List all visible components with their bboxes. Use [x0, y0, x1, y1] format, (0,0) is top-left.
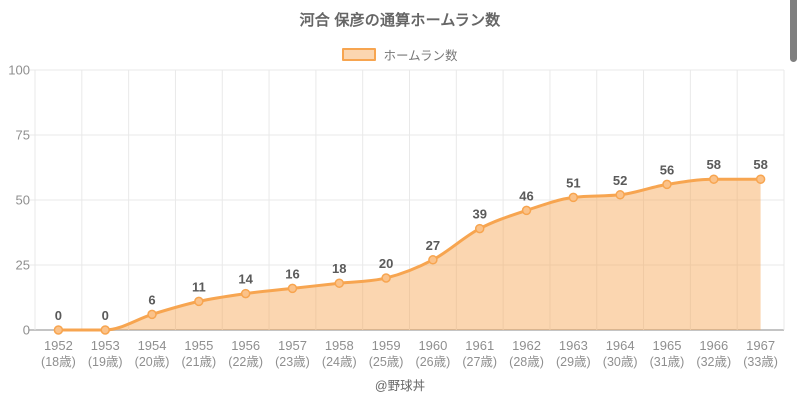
- data-point[interactable]: [287, 283, 298, 294]
- x-tick-year: 1957: [278, 338, 307, 353]
- series-line: [56, 177, 763, 332]
- y-tick-label: 25: [16, 258, 30, 273]
- data-point[interactable]: [53, 325, 64, 335]
- data-label: 0: [55, 308, 62, 323]
- legend-swatch-icon: [342, 48, 377, 61]
- x-tick-year: 1954: [138, 338, 167, 353]
- data-label: 18: [332, 261, 346, 276]
- x-tick-year: 1964: [606, 338, 635, 353]
- x-tick-age: (23歳): [275, 355, 310, 369]
- data-point[interactable]: [381, 273, 391, 283]
- data-point[interactable]: [568, 192, 579, 203]
- data-label: 16: [285, 266, 299, 281]
- x-tick-year: 1965: [653, 338, 682, 353]
- data-point[interactable]: [474, 223, 485, 234]
- x-tick-age: (26歳): [416, 355, 451, 369]
- data-point[interactable]: [194, 296, 204, 307]
- data-point[interactable]: [662, 179, 672, 190]
- x-tick-age: (33歳): [743, 355, 778, 369]
- x-tick-year: 1953: [91, 338, 120, 353]
- x-tick-year: 1966: [699, 338, 728, 353]
- data-label: 14: [238, 272, 253, 287]
- data-label: 58: [753, 157, 767, 172]
- data-point[interactable]: [334, 278, 345, 288]
- x-tick-age: (18歳): [41, 355, 76, 369]
- x-tick-age: (32歳): [696, 355, 731, 369]
- x-tick-year: 1958: [325, 338, 354, 353]
- y-tick-label: 75: [16, 128, 30, 143]
- data-point[interactable]: [615, 190, 625, 200]
- y-tick-label: 50: [16, 193, 30, 208]
- data-label: 0: [102, 308, 109, 323]
- data-label: 11: [192, 279, 206, 294]
- data-point[interactable]: [709, 174, 719, 184]
- x-tick-age: (28歳): [509, 355, 544, 369]
- x-tick-year: 1962: [512, 338, 541, 353]
- x-tick-age: (25歳): [369, 355, 404, 369]
- x-tick-age: (27歳): [462, 355, 497, 369]
- x-tick-age: (29歳): [556, 355, 591, 369]
- x-tick-age: (19歳): [88, 355, 123, 369]
- credit-text: @野球丼: [374, 379, 426, 393]
- y-tick-label: 100: [8, 63, 30, 78]
- data-label: 56: [660, 162, 674, 177]
- x-tick-age: (22歳): [228, 355, 263, 369]
- x-tick-year: 1959: [372, 338, 401, 353]
- data-label: 20: [379, 256, 393, 271]
- x-tick-year: 1961: [465, 338, 494, 353]
- data-point[interactable]: [521, 205, 532, 216]
- data-label: 27: [426, 238, 440, 253]
- legend-label: ホームラン数: [383, 49, 458, 63]
- x-tick-year: 1955: [184, 338, 213, 353]
- data-label: 46: [519, 188, 533, 203]
- x-tick-year: 1960: [418, 338, 447, 353]
- legend[interactable]: ホームラン数: [0, 45, 800, 64]
- x-tick-age: (21歳): [181, 355, 216, 369]
- data-label: 58: [707, 157, 721, 172]
- x-tick-year: 1952: [44, 338, 73, 353]
- data-label: 39: [472, 207, 486, 222]
- x-tick-age: (30歳): [603, 355, 638, 369]
- chart-title: 河合 保彦の通算ホームラン数: [299, 12, 501, 29]
- data-point[interactable]: [100, 325, 110, 335]
- y-tick-label: 0: [23, 323, 30, 338]
- data-point[interactable]: [147, 309, 157, 320]
- series-area: [58, 179, 761, 330]
- data-label: 6: [148, 292, 155, 307]
- data-point[interactable]: [755, 174, 766, 184]
- data-label: 51: [566, 175, 580, 190]
- x-tick-year: 1956: [231, 338, 260, 353]
- data-point[interactable]: [240, 288, 251, 299]
- x-tick-age: (24歳): [322, 355, 357, 369]
- x-tick-age: (20歳): [135, 355, 170, 369]
- scrollbar-thumb[interactable]: [790, 0, 797, 62]
- data-label: 52: [613, 173, 627, 188]
- x-tick-year: 1963: [559, 338, 588, 353]
- x-tick-age: (31歳): [650, 355, 685, 369]
- x-tick-year: 1967: [746, 338, 775, 353]
- data-point[interactable]: [428, 255, 438, 265]
